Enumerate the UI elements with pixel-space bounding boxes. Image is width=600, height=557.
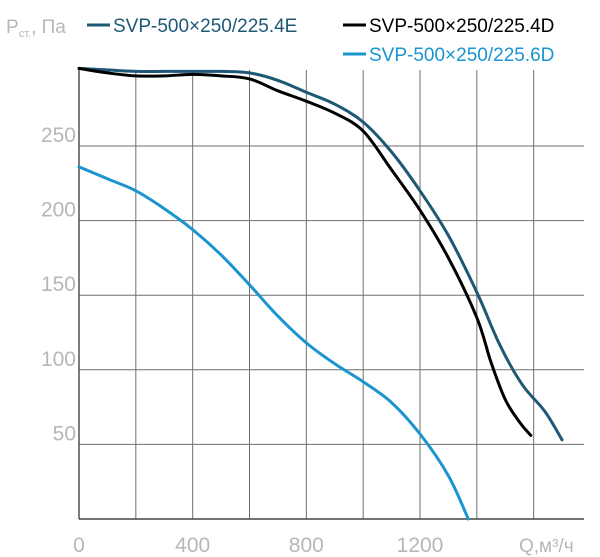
legend: SVP-500×250/225.4E SVP-500×250/225.4D SV… xyxy=(87,16,554,66)
series-line-4e xyxy=(77,66,564,442)
legend-label-6d: SVP-500×250/225.6D xyxy=(369,45,554,66)
x-tick-label: 800 xyxy=(289,534,324,557)
legend-label-4d: SVP-500×250/225.4D xyxy=(369,16,554,37)
series-line-6d xyxy=(77,165,470,521)
y-tick-label: 50 xyxy=(53,422,76,445)
y-tick-label: 150 xyxy=(41,273,76,296)
y-axis-label-unit: , Па xyxy=(31,17,66,38)
grid xyxy=(78,70,584,520)
x-tick-label: 400 xyxy=(175,534,210,557)
y-axis-label: Pст., Па xyxy=(6,17,66,40)
x-axis-label: Q,м³/ч xyxy=(519,536,574,557)
series-lines xyxy=(77,66,564,521)
y-tick-label: 250 xyxy=(41,124,76,147)
legend-label-4e: SVP-500×250/225.4E xyxy=(113,16,297,37)
x-tick-label: 1200 xyxy=(397,534,444,557)
tick-labels: 0 400 800 1200 50 100 150 200 250 xyxy=(41,124,443,557)
y-tick-label: 200 xyxy=(41,199,76,222)
y-axis-label-main: P xyxy=(6,17,19,38)
x-tick-label: 0 xyxy=(73,534,85,557)
y-tick-label: 100 xyxy=(41,348,76,371)
series-line-4d xyxy=(77,66,533,437)
y-axis-label-sub: ст. xyxy=(19,28,31,40)
